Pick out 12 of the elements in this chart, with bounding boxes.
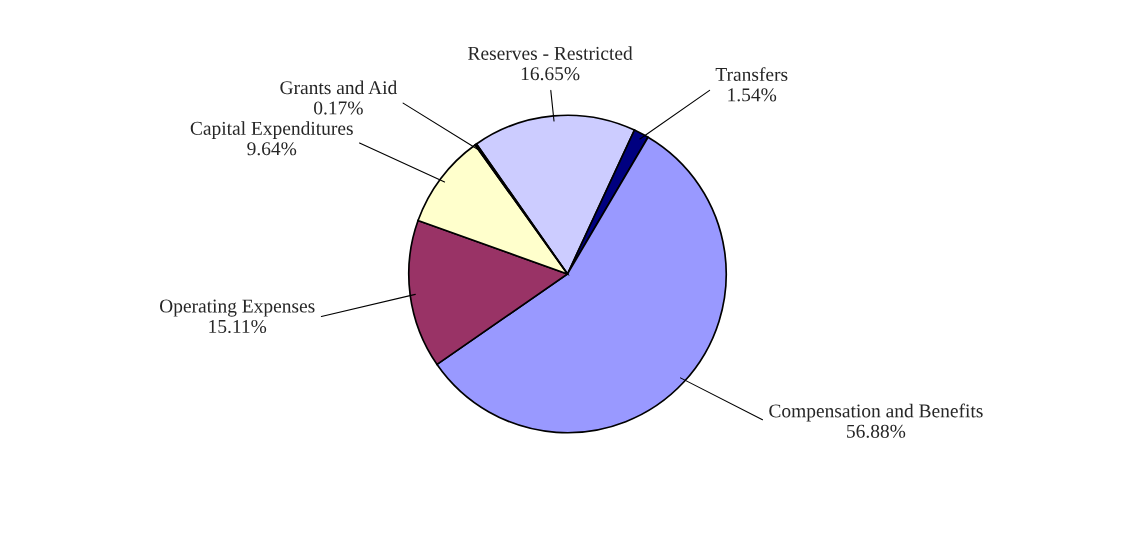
slice-label: Transfers bbox=[715, 67, 788, 82]
slice-label: Reserves - Restricted bbox=[468, 46, 633, 60]
slice-label: Compensation and Benefits bbox=[769, 403, 983, 422]
data-label: 9.64% bbox=[247, 142, 297, 156]
slice-label: Capital Expenditures bbox=[190, 121, 353, 139]
data-label: 16.65% bbox=[521, 67, 580, 81]
data-label: 1.54% bbox=[728, 88, 777, 102]
data-label: 0.17% bbox=[314, 101, 363, 115]
slice-label: Grants and Aid bbox=[280, 80, 398, 95]
data-label: 15.11% bbox=[209, 319, 267, 334]
slice-label: Operating Expenses bbox=[159, 299, 315, 317]
data-label: 56.88% bbox=[847, 424, 906, 438]
